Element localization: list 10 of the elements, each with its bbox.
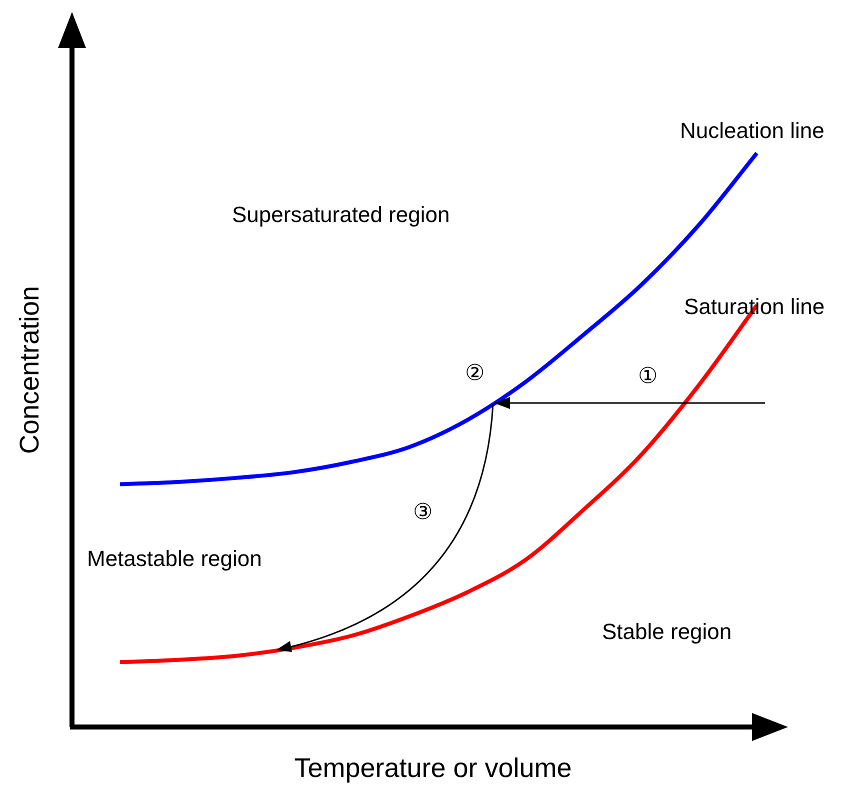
x-axis-title: Temperature or volume xyxy=(293,753,573,783)
annotation: ② xyxy=(465,360,485,385)
annotation: ③ xyxy=(413,499,433,524)
annotation: Stable region xyxy=(602,619,732,644)
annotation: Metastable region xyxy=(87,546,262,571)
series-label: Saturation line xyxy=(684,294,825,319)
annotation: ① xyxy=(638,363,658,388)
annotation: Supersaturated region xyxy=(232,202,450,227)
series-label: Nucleation line xyxy=(680,118,824,143)
y-axis-title: Concentration xyxy=(14,286,44,454)
